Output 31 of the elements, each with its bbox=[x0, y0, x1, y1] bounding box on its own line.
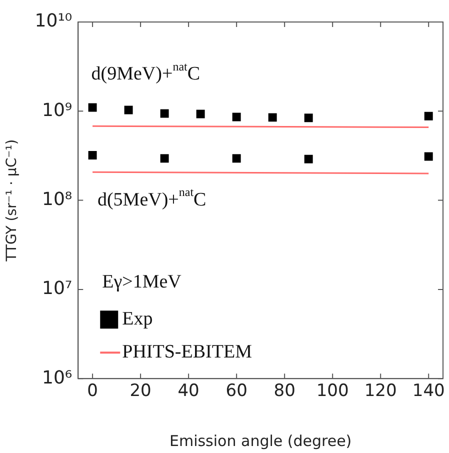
y-tick-label: 10¹⁰ bbox=[34, 10, 72, 32]
x-tick-label: 100 bbox=[316, 381, 349, 402]
x-tick-label: 80 bbox=[274, 381, 296, 402]
x-tick-label: 60 bbox=[226, 381, 248, 402]
x-tick-label: 40 bbox=[178, 381, 200, 402]
point bbox=[88, 151, 97, 160]
point bbox=[88, 103, 97, 112]
point bbox=[268, 113, 277, 122]
x-tick-label: 0 bbox=[87, 381, 98, 402]
point bbox=[160, 154, 169, 163]
x-tick-label: 120 bbox=[364, 381, 397, 402]
point bbox=[232, 154, 241, 163]
y-axis-title: TTGY (sr⁻¹ · μC⁻¹) bbox=[4, 139, 20, 262]
y-tick-label: 10⁹ bbox=[42, 100, 72, 121]
y-tick-label: 10⁷ bbox=[42, 278, 72, 300]
x-axis-title: Emission angle (degree) bbox=[169, 432, 352, 450]
legend-label: Exp bbox=[122, 308, 153, 330]
x-tick-label: 140 bbox=[412, 381, 445, 402]
point bbox=[304, 154, 313, 164]
x-tick-label: 20 bbox=[130, 381, 152, 402]
point bbox=[424, 112, 433, 120]
point bbox=[232, 112, 241, 122]
point bbox=[304, 114, 313, 122]
y-tick-label: 10⁶ bbox=[42, 367, 72, 388]
point bbox=[196, 110, 205, 118]
legend-label: PHITS-EBITEM bbox=[122, 342, 252, 363]
y-tick-label: 10⁸ bbox=[42, 188, 72, 210]
legend-title: Eγ>1MeV bbox=[102, 272, 182, 293]
point bbox=[424, 152, 433, 161]
point bbox=[160, 109, 169, 118]
point bbox=[124, 106, 133, 114]
